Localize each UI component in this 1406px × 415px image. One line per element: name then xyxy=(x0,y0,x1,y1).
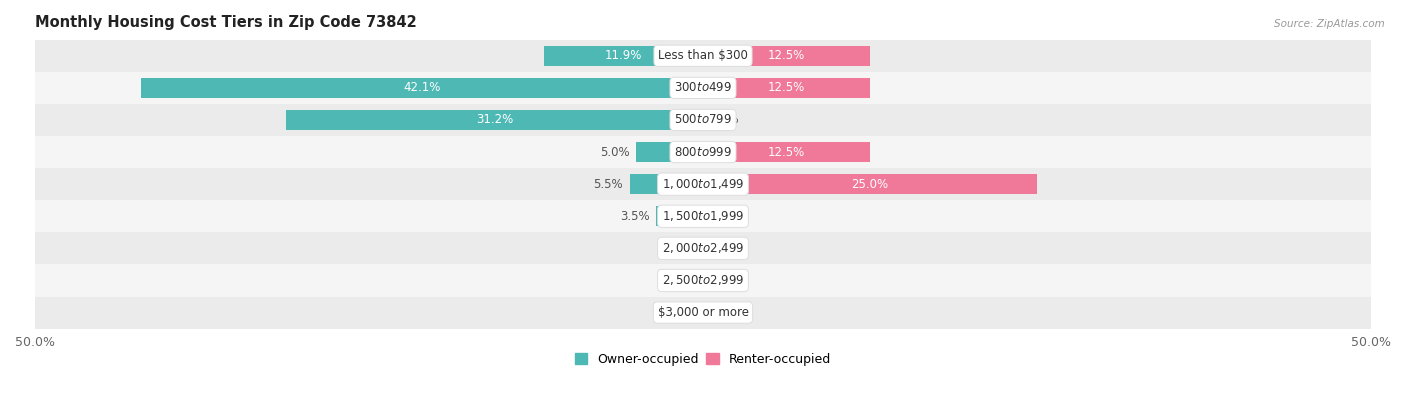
Bar xyxy=(35,296,1371,329)
Text: Less than $300: Less than $300 xyxy=(658,49,748,62)
Text: 12.5%: 12.5% xyxy=(768,81,806,94)
Text: 12.5%: 12.5% xyxy=(768,146,806,159)
Text: 0.5%: 0.5% xyxy=(659,242,689,255)
Text: $1,000 to $1,499: $1,000 to $1,499 xyxy=(662,177,744,191)
Text: 0.0%: 0.0% xyxy=(710,274,740,287)
Text: 25.0%: 25.0% xyxy=(852,178,889,190)
Text: 5.5%: 5.5% xyxy=(593,178,623,190)
Text: Monthly Housing Cost Tiers in Zip Code 73842: Monthly Housing Cost Tiers in Zip Code 7… xyxy=(35,15,416,30)
Text: 5.0%: 5.0% xyxy=(600,146,630,159)
Bar xyxy=(696,238,703,258)
Bar xyxy=(703,142,870,162)
Bar xyxy=(657,206,703,226)
Bar xyxy=(703,78,870,98)
Bar xyxy=(636,142,703,162)
Legend: Owner-occupied, Renter-occupied: Owner-occupied, Renter-occupied xyxy=(569,348,837,371)
Bar xyxy=(35,232,1371,264)
Bar xyxy=(35,40,1371,72)
Text: 0.0%: 0.0% xyxy=(710,306,740,319)
Bar xyxy=(35,264,1371,296)
Bar xyxy=(35,104,1371,136)
Bar xyxy=(35,168,1371,200)
Bar xyxy=(35,72,1371,104)
Text: 0.0%: 0.0% xyxy=(666,274,696,287)
Text: 0.0%: 0.0% xyxy=(710,210,740,223)
Text: 42.1%: 42.1% xyxy=(404,81,440,94)
Bar xyxy=(35,136,1371,168)
Text: $300 to $499: $300 to $499 xyxy=(673,81,733,94)
Text: 0.0%: 0.0% xyxy=(710,113,740,127)
Text: $2,500 to $2,999: $2,500 to $2,999 xyxy=(662,273,744,288)
Text: 12.5%: 12.5% xyxy=(768,49,806,62)
Text: 31.2%: 31.2% xyxy=(477,113,513,127)
Text: $2,000 to $2,499: $2,000 to $2,499 xyxy=(662,242,744,255)
Text: $3,000 or more: $3,000 or more xyxy=(658,306,748,319)
Text: 0.5%: 0.5% xyxy=(659,306,689,319)
Text: 0.0%: 0.0% xyxy=(710,242,740,255)
Bar xyxy=(703,174,1038,194)
Text: 11.9%: 11.9% xyxy=(605,49,643,62)
Text: $500 to $799: $500 to $799 xyxy=(673,113,733,127)
Text: $1,500 to $1,999: $1,500 to $1,999 xyxy=(662,209,744,223)
Bar xyxy=(630,174,703,194)
Text: Source: ZipAtlas.com: Source: ZipAtlas.com xyxy=(1274,19,1385,29)
Bar xyxy=(703,46,870,66)
Text: 3.5%: 3.5% xyxy=(620,210,650,223)
Bar xyxy=(544,46,703,66)
Bar xyxy=(141,78,703,98)
Bar xyxy=(35,200,1371,232)
Bar xyxy=(696,303,703,322)
Text: $800 to $999: $800 to $999 xyxy=(673,146,733,159)
Bar xyxy=(287,110,703,130)
